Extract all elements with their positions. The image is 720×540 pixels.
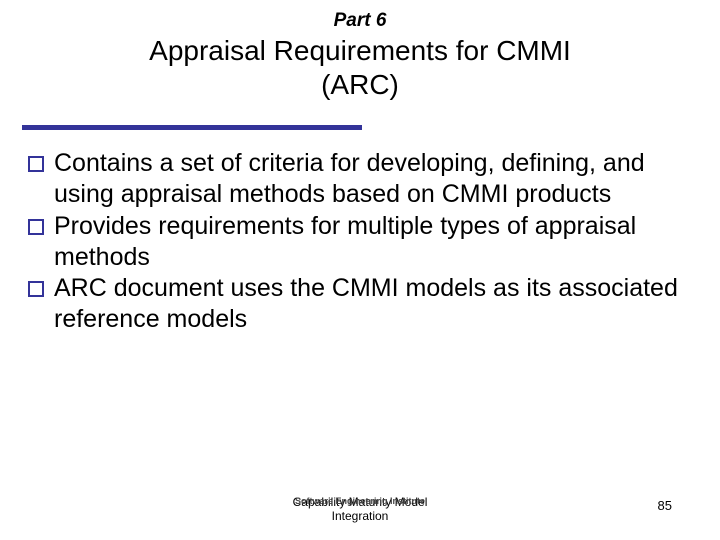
- list-item: Provides requirements for multiple types…: [28, 211, 692, 274]
- page-number: 85: [658, 498, 672, 513]
- slide-title: Appraisal Requirements for CMMI (ARC): [0, 34, 720, 101]
- square-bullet-icon: [28, 219, 44, 235]
- bullet-text: ARC document uses the CMMI models as its…: [54, 273, 692, 336]
- list-item: ARC document uses the CMMI models as its…: [28, 273, 692, 336]
- part-label: Part 6: [0, 10, 720, 32]
- bullet-list: Contains a set of criteria for developin…: [28, 148, 692, 336]
- title-divider: [22, 125, 362, 130]
- slide-footer: Capability Maturity Model Integration So…: [0, 496, 720, 536]
- footer-overlay-text: Software Engineering Institute: [295, 496, 425, 506]
- title-line-2: (ARC): [321, 69, 399, 100]
- footer-center-text: Capability Maturity Model Integration So…: [293, 496, 428, 524]
- square-bullet-icon: [28, 156, 44, 172]
- bullet-text: Contains a set of criteria for developin…: [54, 148, 692, 211]
- title-line-1: Appraisal Requirements for CMMI: [149, 35, 571, 66]
- footer-line-2: Integration: [293, 510, 428, 524]
- list-item: Contains a set of criteria for developin…: [28, 148, 692, 211]
- bullet-text: Provides requirements for multiple types…: [54, 211, 692, 274]
- slide: Part 6 Appraisal Requirements for CMMI (…: [0, 10, 720, 540]
- square-bullet-icon: [28, 281, 44, 297]
